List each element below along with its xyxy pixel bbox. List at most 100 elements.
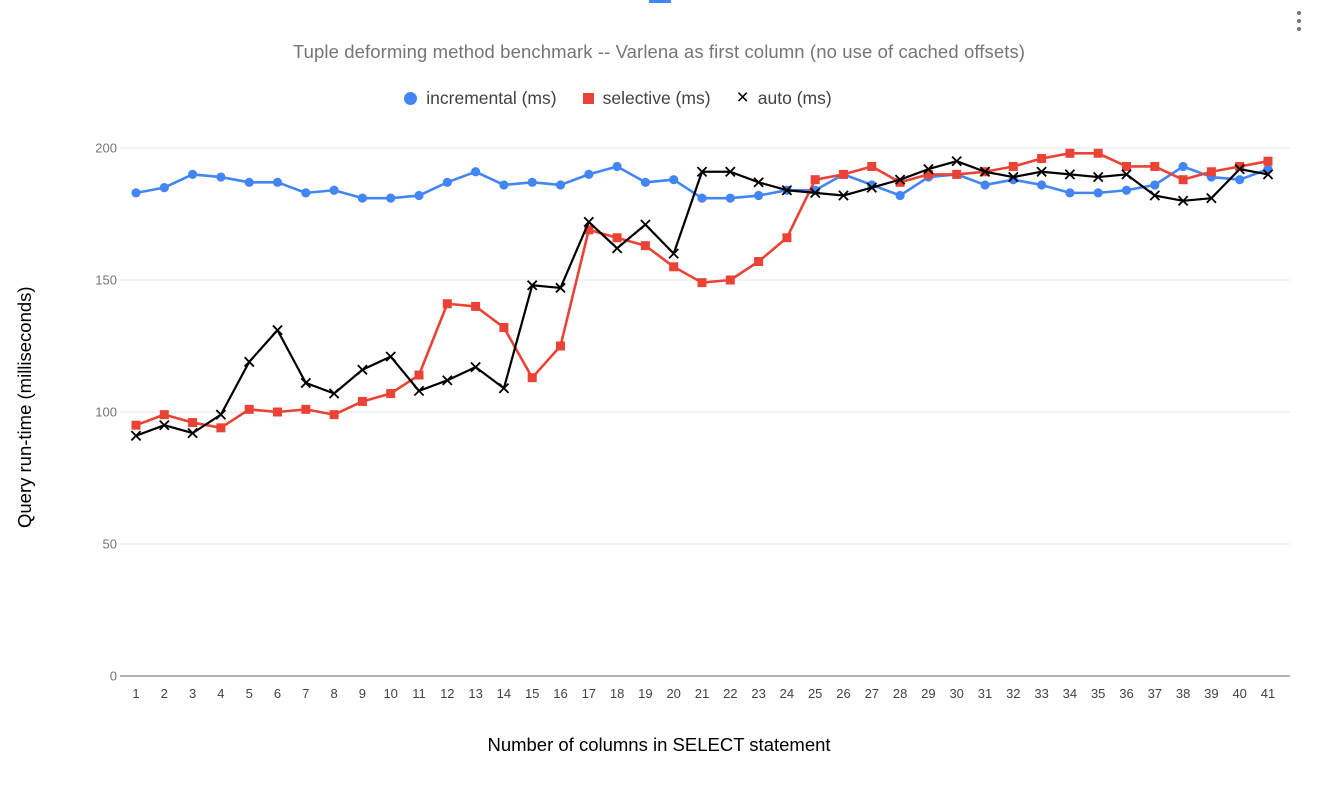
legend-item-auto: × auto (ms) xyxy=(737,87,832,109)
y-tick-label: 150 xyxy=(95,273,117,288)
data-point xyxy=(1263,156,1273,166)
data-point xyxy=(131,188,141,198)
x-tick-label: 2 xyxy=(161,686,168,701)
x-tick-label: 13 xyxy=(468,686,482,701)
data-point xyxy=(640,241,650,251)
data-point xyxy=(1122,161,1131,171)
x-tick-label: 17 xyxy=(582,686,596,701)
data-point xyxy=(584,169,594,179)
data-point xyxy=(386,193,396,203)
data-point xyxy=(301,188,311,198)
chart-options-menu-button[interactable] xyxy=(1286,5,1312,37)
data-point xyxy=(584,225,594,235)
data-point xyxy=(273,407,282,417)
y-tick-label: 50 xyxy=(103,537,117,552)
x-tick-label: 26 xyxy=(836,686,850,701)
data-point xyxy=(612,233,622,243)
data-point xyxy=(216,172,226,182)
series-selective xyxy=(131,148,1273,433)
data-point xyxy=(442,299,452,309)
data-point xyxy=(810,175,820,185)
data-point xyxy=(1121,185,1132,195)
data-point xyxy=(1065,148,1075,158)
x-tick-label: 30 xyxy=(949,686,963,701)
legend-item-selective: selective (ms) xyxy=(582,88,711,109)
legend-item-incremental: incremental (ms) xyxy=(404,88,557,109)
x-tick-label: 23 xyxy=(751,686,765,701)
data-point xyxy=(499,323,509,333)
x-tick-label: 36 xyxy=(1119,686,1133,701)
x-tick-label: 25 xyxy=(808,686,822,701)
x-tick-label: 10 xyxy=(383,686,397,701)
x-tick-label: 15 xyxy=(525,686,539,701)
x-tick-label: 40 xyxy=(1232,686,1246,701)
x-tick-label: 1 xyxy=(132,686,139,701)
data-point xyxy=(839,169,848,179)
data-point xyxy=(555,180,566,190)
data-point xyxy=(272,177,283,187)
legend-label: incremental (ms) xyxy=(426,88,557,108)
data-point xyxy=(442,177,452,187)
x-tick-label: 8 xyxy=(330,686,337,701)
series-incremental xyxy=(131,161,1273,203)
x-tick-label: 5 xyxy=(246,686,253,701)
data-point xyxy=(895,190,905,201)
data-point xyxy=(216,423,226,433)
x-tick-label: 27 xyxy=(865,686,879,701)
data-point xyxy=(471,301,481,311)
data-point xyxy=(697,193,707,203)
data-point xyxy=(980,180,990,190)
y-tick-label: 0 xyxy=(110,669,117,684)
chart-title: Tuple deforming method benchmark -- Varl… xyxy=(292,41,1026,62)
data-point xyxy=(669,262,679,272)
x-tick-label: 20 xyxy=(666,686,680,701)
data-point xyxy=(1178,175,1188,185)
data-point xyxy=(1206,167,1216,177)
data-point xyxy=(754,190,764,201)
data-point xyxy=(471,167,481,177)
data-point xyxy=(1008,161,1018,171)
x-tick-label: 29 xyxy=(921,686,935,701)
data-point xyxy=(244,404,254,414)
x-tick-label: 9 xyxy=(359,686,366,701)
data-point xyxy=(640,177,651,187)
x-tick-label: 32 xyxy=(1006,686,1020,701)
gridlines: 0 50 100 150 200 xyxy=(95,141,1290,684)
x-tick-label: 33 xyxy=(1034,686,1048,701)
y-tick-label: 100 xyxy=(95,405,117,420)
y-tick-label: 200 xyxy=(95,141,117,156)
x-tick-label: 31 xyxy=(978,686,992,701)
data-point xyxy=(1235,175,1245,185)
x-tick-label: 6 xyxy=(274,686,281,701)
data-point xyxy=(1178,161,1188,172)
x-tick-label: 14 xyxy=(497,686,511,701)
data-point xyxy=(527,177,537,187)
data-point xyxy=(499,180,509,190)
x-tick-label: 24 xyxy=(780,686,794,701)
data-point xyxy=(1065,188,1075,198)
circle-marker-icon xyxy=(404,92,418,105)
data-point xyxy=(697,278,707,288)
x-axis-title: Number of columns in SELECT statement xyxy=(487,734,831,755)
series-auto xyxy=(130,155,1274,441)
data-point xyxy=(895,177,905,187)
data-point xyxy=(244,177,254,187)
data-point xyxy=(329,410,339,420)
data-point xyxy=(1093,148,1103,158)
data-point xyxy=(301,404,311,414)
x-tick-label: 41 xyxy=(1261,686,1275,701)
square-marker-icon xyxy=(582,93,594,104)
x-tick-label: 37 xyxy=(1148,686,1162,701)
data-point xyxy=(329,185,339,195)
chart-legend: incremental (ms) selective (ms) × auto (ms) xyxy=(0,87,1277,109)
data-point xyxy=(1093,188,1103,198)
x-tick-label: 21 xyxy=(695,686,709,701)
data-point xyxy=(414,370,424,380)
legend-label: auto (ms) xyxy=(757,88,832,108)
x-tick-label: 38 xyxy=(1176,686,1190,701)
data-point xyxy=(357,396,367,406)
data-point xyxy=(725,193,735,203)
x-tick-labels: 1 2 3 4 5 6 7 8 9 10 11 12 13 14 15 16 17 18 19 20 21 22 23 24 2… xyxy=(132,686,1275,701)
